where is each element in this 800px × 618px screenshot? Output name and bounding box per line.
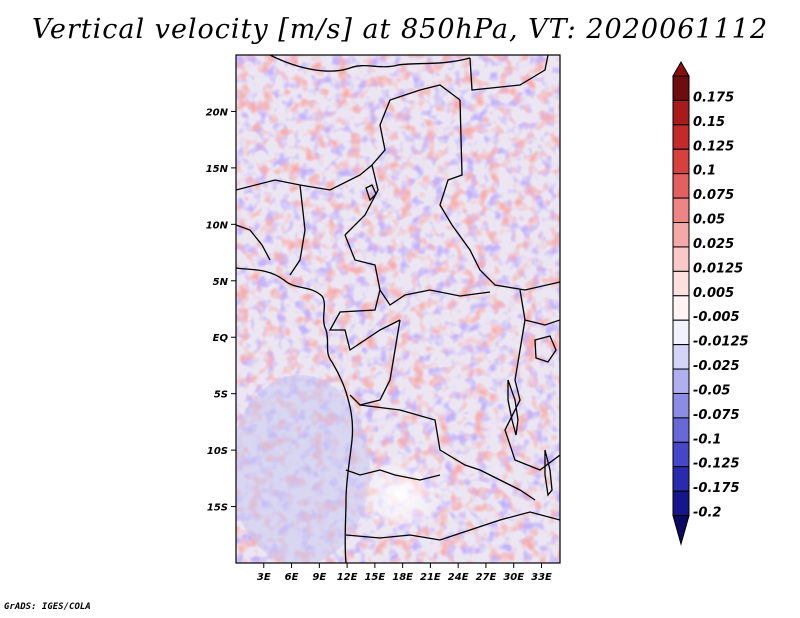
colorbar-bin	[672, 99, 690, 126]
lon-tick-label: 18E	[392, 572, 413, 583]
colorbar-label: 0.15	[693, 115, 725, 130]
lon-tick-label: 27E	[476, 572, 497, 583]
lake-victoria	[534, 335, 557, 363]
colorbar-label: -0.075	[693, 408, 740, 423]
border	[328, 289, 401, 352]
colorbar-label: -0.175	[693, 481, 740, 496]
colorbar-label: -0.005	[693, 310, 740, 325]
pale-region	[355, 455, 445, 535]
colorbar-bin	[672, 222, 690, 248]
colorbar-bin	[672, 441, 690, 468]
colorbar-bottom-arrow	[672, 515, 690, 546]
border	[371, 84, 461, 166]
colorbar-bin	[672, 197, 690, 224]
colorbar-label: 0.125	[693, 139, 734, 154]
border	[345, 469, 441, 481]
colorbar-bin	[672, 148, 690, 175]
lon-tick-label: 21E	[420, 572, 441, 583]
lon-tick-label: 3E	[257, 572, 271, 583]
lon-tick-label: 9E	[312, 572, 326, 583]
lat-tick-label: EQ	[213, 333, 229, 344]
border	[345, 511, 560, 541]
border	[504, 289, 560, 471]
colorbar-top-arrow	[672, 60, 690, 77]
border	[349, 319, 401, 406]
colorbar-label: 0.025	[693, 237, 734, 252]
border	[289, 184, 306, 276]
colorbar-label: -0.125	[693, 457, 740, 472]
border	[344, 234, 491, 306]
colorbar-label: 0.05	[693, 213, 725, 228]
lat-tick-label: 15S	[207, 503, 228, 514]
lat-tick-label: 10N	[206, 220, 229, 231]
colorbar-label: -0.0125	[693, 335, 749, 350]
lon-tick-label: 15E	[364, 572, 385, 583]
grads-credit: GrADS: IGES/COLA	[4, 602, 91, 612]
lake-malawi	[544, 449, 553, 497]
colorbar-label: 0.1	[693, 164, 716, 179]
lon-tick-label: 12E	[337, 572, 358, 583]
colorbar-bin	[672, 173, 690, 199]
colorbar-label: -0.025	[693, 359, 740, 374]
colorbar-label: -0.1	[693, 432, 721, 447]
map-panel	[235, 54, 561, 564]
colorbar-bin	[672, 246, 690, 272]
colorbar-label: 0.175	[693, 90, 734, 105]
colorbar-bin	[672, 368, 690, 394]
border	[439, 99, 560, 291]
lake-tanganyika	[507, 379, 519, 436]
border	[236, 163, 379, 236]
colorbar-bin	[672, 466, 690, 492]
colorbar-bin	[672, 344, 690, 370]
lat-tick-label: 20N	[206, 107, 229, 118]
colorbar: 0.175 0.15 0.125 0.1 0.075 0.05 0.025 0.0125 0.0…	[672, 60, 749, 546]
map-frame	[235, 54, 561, 564]
colorbar-label: 0.075	[693, 188, 734, 203]
coastline	[236, 267, 354, 563]
lon-tick-label: 33E	[531, 572, 552, 583]
border	[236, 224, 271, 261]
lat-tick-label: 5S	[214, 390, 228, 401]
colorbar-bin	[672, 417, 690, 443]
border	[524, 319, 560, 326]
border	[469, 55, 549, 91]
map-title: Vertical velocity [m/s] at 850hPa, VT: 2…	[31, 14, 769, 45]
latitude-axis: 20N 15N 10N 5N EQ 5S 10S 15S	[206, 107, 236, 514]
colorbar-bin	[672, 124, 690, 150]
lat-tick-label: 15N	[206, 164, 229, 175]
lat-tick-label: 10S	[207, 446, 228, 457]
country-borders	[236, 55, 560, 563]
lat-tick-label: 5N	[213, 277, 229, 288]
colorbar-bin	[672, 295, 690, 321]
colorbar-bin	[672, 75, 690, 101]
lon-tick-label: 6E	[285, 572, 299, 583]
border	[269, 55, 471, 72]
colorbar-bin	[672, 490, 690, 517]
colorbar-label: -0.2	[693, 506, 721, 521]
longitude-axis: 3E 6E 9E 12E 15E 18E 21E 24E 27E 30E 33E	[257, 563, 552, 583]
colorbar-label: 0.0125	[693, 261, 743, 276]
colorbar-label: 0.005	[693, 286, 734, 301]
ocean-smooth-region	[236, 375, 370, 563]
colorbar-bin	[672, 392, 690, 419]
lon-tick-label: 24E	[448, 572, 469, 583]
lake-chad	[365, 184, 377, 202]
border	[359, 404, 536, 501]
lon-tick-label: 30E	[503, 572, 524, 583]
colorbar-bin	[672, 319, 690, 346]
colorbar-label: -0.05	[693, 383, 730, 398]
colorbar-bin	[672, 270, 690, 297]
